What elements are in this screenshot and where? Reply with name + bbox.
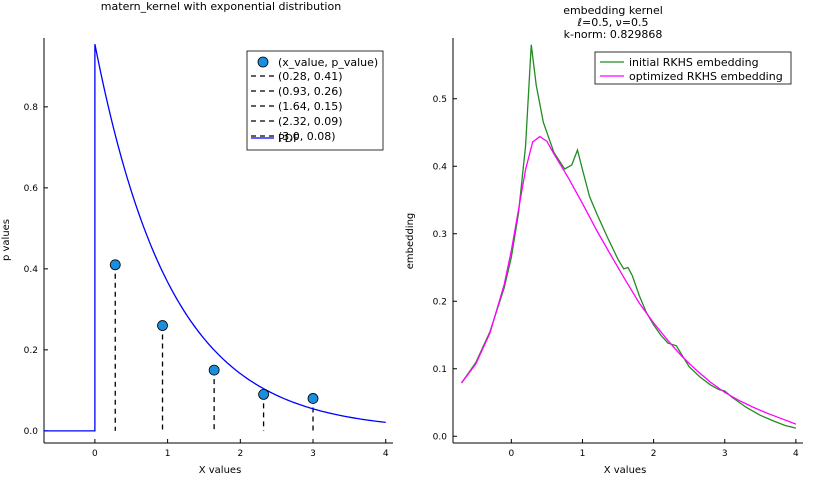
panel1-ytick-label: 0.8 — [24, 103, 39, 113]
legend-label-optimized: optimized RKHS embedding — [629, 70, 783, 83]
panel2-ytick-label: 0.1 — [433, 365, 447, 375]
legend-label-stem: (3.0, 0.08) — [278, 130, 336, 143]
panel2-xtick-label: 2 — [651, 449, 657, 459]
panel1-xtick-label: 0 — [92, 449, 98, 459]
legend-label-initial: initial RKHS embedding — [629, 56, 759, 69]
panel1-legend: (x_value, p_value) (0.28, 0.41) (0.93, 0.… — [246, 50, 384, 151]
panel1-ytick-label: 0.6 — [24, 184, 39, 194]
panel2-title-line1: embedding kernel — [563, 4, 663, 17]
panel-embedding: embedding kernel ℓ=0.5, ν=0.5 k-norm: 0.… — [405, 4, 803, 476]
legend-marker-points — [257, 56, 269, 68]
panel1-ylabel: p values — [1, 219, 12, 261]
panel1-legend-box — [246, 50, 384, 151]
panel1-xtick-label: 2 — [237, 449, 243, 459]
data-point — [109, 259, 121, 271]
panel2-ytick-label: 0.5 — [433, 95, 447, 105]
data-point — [258, 388, 269, 400]
panel2-ytick-label: 0.2 — [433, 297, 447, 307]
panel1-xtick-label: 3 — [310, 449, 316, 459]
panel1-ytick-label: 0.0 — [24, 427, 39, 437]
panel2-ytick-label: 0.3 — [433, 230, 447, 240]
panel2-title-line3: k-norm: 0.829868 — [564, 28, 663, 41]
legend-label-points: (x_value, p_value) — [278, 56, 378, 69]
series-line-optimized — [461, 135, 797, 425]
panel2-ytick-label: 0.4 — [433, 162, 448, 172]
panel1-xtick-label: 1 — [165, 449, 171, 459]
data-point — [157, 320, 168, 331]
panel2-legend: initial RKHS embedding optimized RKHS em… — [594, 51, 792, 85]
panel2-xtick-label: 4 — [793, 449, 799, 459]
panel1-ytick-label: 0.4 — [24, 265, 39, 275]
panel1-xlabel: X values — [199, 465, 242, 476]
legend-label-stem: (0.93, 0.26) — [278, 85, 343, 98]
panel1-ytick-label: 0.2 — [24, 346, 38, 356]
panel-pdf: matern_kernel with exponential distribut… — [1, 0, 393, 476]
panel1-title: matern_kernel with exponential distribut… — [101, 0, 341, 13]
data-point — [307, 393, 319, 404]
panel2-ylabel: embedding — [405, 213, 416, 270]
panel2-xtick-label: 3 — [722, 449, 728, 459]
panel1-xtick-label: 4 — [383, 449, 389, 459]
legend-label-stem: (0.28, 0.41) — [278, 70, 343, 83]
series-line-initial — [461, 44, 797, 429]
data-point — [208, 364, 220, 376]
pdf-curve — [44, 43, 386, 432]
panel2-xtick-label: 1 — [580, 449, 586, 459]
legend-label-stem: (1.64, 0.15) — [278, 100, 343, 113]
panel2-title-line2: ℓ=0.5, ν=0.5 — [576, 16, 648, 29]
panel2-xlabel: X values — [604, 465, 647, 476]
panel2-xtick-label: 0 — [508, 449, 514, 459]
legend-label-stem: (2.32, 0.09) — [278, 115, 343, 128]
legend-label-pdf: PDF — [278, 132, 299, 145]
panel2-ytick-label: 0.0 — [433, 432, 448, 442]
panel2-legend-box — [594, 51, 792, 85]
